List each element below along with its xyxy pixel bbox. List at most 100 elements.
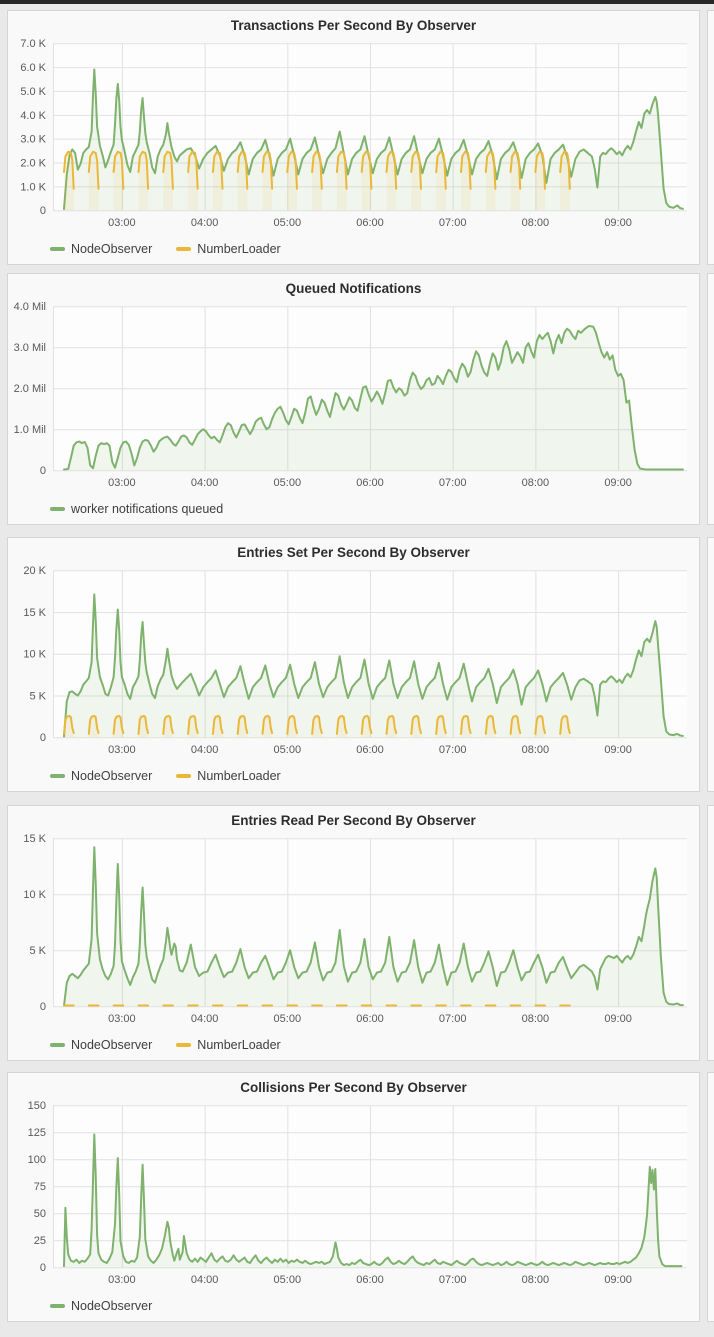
svg-text:15 K: 15 K [23, 833, 46, 845]
svg-text:3.0 K: 3.0 K [20, 133, 46, 145]
svg-text:75: 75 [34, 1181, 46, 1193]
svg-text:04:00: 04:00 [191, 1013, 219, 1025]
svg-text:03:00: 03:00 [108, 1274, 136, 1286]
svg-text:09:00: 09:00 [604, 1274, 632, 1286]
chart-canvas[interactable]: 0 1.0 K 2.0 K 3.0 K 4.0 K 5.0 K 6.0 K 7.0 K 03:0… [8, 36, 699, 234]
svg-text:03:00: 03:00 [108, 477, 136, 489]
legend-swatch-icon [50, 1043, 65, 1047]
svg-text:10 K: 10 K [23, 889, 46, 901]
svg-text:08:00: 08:00 [522, 744, 550, 756]
svg-text:05:00: 05:00 [274, 1274, 302, 1286]
svg-text:5 K: 5 K [29, 945, 46, 957]
legend-item-nodeobserver[interactable]: NodeObserver [50, 769, 152, 783]
legend-swatch-icon [50, 1304, 65, 1308]
x-axis-labels: 03:00 04:00 05:00 06:00 07:00 08:00 09:00 [108, 217, 632, 229]
panel-title[interactable]: Collisions Per Second By Observer [240, 1080, 467, 1095]
legend: worker notifications queued [8, 494, 699, 524]
svg-text:3.0 Mil: 3.0 Mil [14, 342, 46, 354]
partial-panel-right [707, 805, 714, 1061]
legend-swatch-icon [50, 247, 65, 251]
svg-text:1.0 K: 1.0 K [20, 181, 46, 193]
svg-text:150: 150 [28, 1100, 46, 1112]
series-worker-notifications-queued [63, 324, 684, 470]
x-axis-labels: 03:00 04:00 05:00 06:00 07:00 08:00 09:00 [108, 744, 632, 756]
legend-item-numberloader[interactable]: NumberLoader [176, 1038, 281, 1052]
partial-panel-right [707, 10, 714, 265]
panel-collisions-per-second: Collisions Per Second By Observer 0 25 50 7… [7, 1072, 700, 1322]
svg-text:06:00: 06:00 [356, 217, 384, 229]
svg-text:03:00: 03:00 [108, 1013, 136, 1025]
series-numberloader [63, 714, 571, 737]
svg-text:1.0 Mil: 1.0 Mil [14, 424, 46, 436]
svg-text:50: 50 [34, 1208, 46, 1220]
legend-item-numberloader[interactable]: NumberLoader [176, 242, 281, 256]
chart-canvas[interactable]: 0 25 50 75 100 125 150 03:00 04:00 05:00 06:00 07:0… [8, 1098, 699, 1291]
legend-label: NodeObserver [71, 769, 153, 783]
svg-text:06:00: 06:00 [356, 1274, 384, 1286]
svg-text:09:00: 09:00 [604, 744, 632, 756]
chart-canvas[interactable]: 0 5 K 10 K 15 K 20 K 03:00 04:00 05:00 06:00 07:0… [8, 563, 699, 761]
svg-text:04:00: 04:00 [191, 744, 219, 756]
legend-item-numberloader[interactable]: NumberLoader [176, 769, 281, 783]
svg-text:5 K: 5 K [29, 690, 46, 702]
legend-item-nodeobserver[interactable]: NodeObserver [50, 1299, 152, 1313]
grid [53, 1104, 687, 1268]
chart-canvas[interactable]: 0 5 K 10 K 15 K 03:00 04:00 05:00 06:00 07:00 08:… [8, 831, 699, 1030]
svg-text:2.0 Mil: 2.0 Mil [14, 383, 46, 395]
legend-swatch-icon [50, 507, 65, 511]
grid [53, 569, 687, 738]
svg-text:07:00: 07:00 [439, 217, 467, 229]
legend-swatch-icon [50, 774, 65, 778]
panel-title[interactable]: Entries Read Per Second By Observer [231, 813, 476, 828]
svg-text:5.0 K: 5.0 K [20, 85, 46, 97]
svg-text:05:00: 05:00 [274, 477, 302, 489]
legend-label: NodeObserver [71, 242, 153, 256]
svg-text:125: 125 [28, 1127, 46, 1139]
svg-text:4.0 Mil: 4.0 Mil [14, 301, 46, 313]
svg-text:05:00: 05:00 [274, 744, 302, 756]
series-nodeobserver [63, 67, 684, 210]
grid [53, 42, 687, 211]
x-axis-labels: 03:00 04:00 05:00 06:00 07:00 08:00 09:00 [108, 1013, 632, 1025]
partial-panel-right [707, 537, 714, 792]
svg-text:07:00: 07:00 [439, 1274, 467, 1286]
legend-swatch-icon [176, 774, 192, 778]
svg-text:09:00: 09:00 [604, 217, 632, 229]
legend-item-nodeobserver[interactable]: NodeObserver [50, 242, 152, 256]
partial-panel-right [707, 273, 714, 525]
panel-title[interactable]: Queued Notifications [285, 281, 422, 296]
svg-text:04:00: 04:00 [191, 477, 219, 489]
y-axis-labels: 0 25 50 75 100 125 150 [28, 1100, 46, 1274]
grid [53, 305, 687, 471]
svg-text:7.0 K: 7.0 K [20, 38, 46, 50]
panel-title[interactable]: Transactions Per Second By Observer [230, 18, 477, 33]
legend-label: NodeObserver [71, 1299, 153, 1313]
svg-text:10 K: 10 K [23, 648, 46, 660]
legend-item-nodeobserver[interactable]: NodeObserver [50, 1038, 152, 1052]
svg-text:25: 25 [34, 1235, 46, 1247]
legend-swatch-icon [176, 1043, 192, 1047]
svg-text:08:00: 08:00 [522, 1274, 550, 1286]
svg-text:4.0 K: 4.0 K [20, 109, 46, 121]
panel-queued-notifications: Queued Notifications 0 1.0 Mil 2.0 Mil 3.0 … [7, 273, 700, 525]
svg-text:07:00: 07:00 [439, 744, 467, 756]
legend-item-worker-notifications-queued[interactable]: worker notifications queued [50, 502, 223, 516]
svg-text:05:00: 05:00 [274, 217, 302, 229]
y-axis-labels: 0 5 K 10 K 15 K [23, 833, 46, 1013]
y-axis-labels: 0 1.0 K 2.0 K 3.0 K 4.0 K 5.0 K 6.0 K 7.0 K [20, 38, 46, 217]
series-nodeobserver [63, 845, 684, 1007]
panel-entries-set-per-second: Entries Set Per Second By Observer 0 5 K 1… [7, 537, 700, 792]
panel-entries-read-per-second: Entries Read Per Second By Observer 0 5 K… [7, 805, 700, 1061]
svg-text:08:00: 08:00 [522, 217, 550, 229]
legend: NodeObserver [8, 1291, 699, 1321]
series-numberloader [63, 150, 571, 210]
svg-text:0: 0 [40, 1262, 46, 1274]
panel-title[interactable]: Entries Set Per Second By Observer [237, 545, 470, 560]
svg-text:03:00: 03:00 [108, 744, 136, 756]
legend-label: worker notifications queued [71, 502, 224, 516]
svg-text:03:00: 03:00 [108, 217, 136, 229]
x-axis-labels: 03:00 04:00 05:00 06:00 07:00 08:00 09:00 [108, 1274, 632, 1286]
grid [53, 837, 687, 1007]
svg-text:20 K: 20 K [23, 565, 46, 577]
